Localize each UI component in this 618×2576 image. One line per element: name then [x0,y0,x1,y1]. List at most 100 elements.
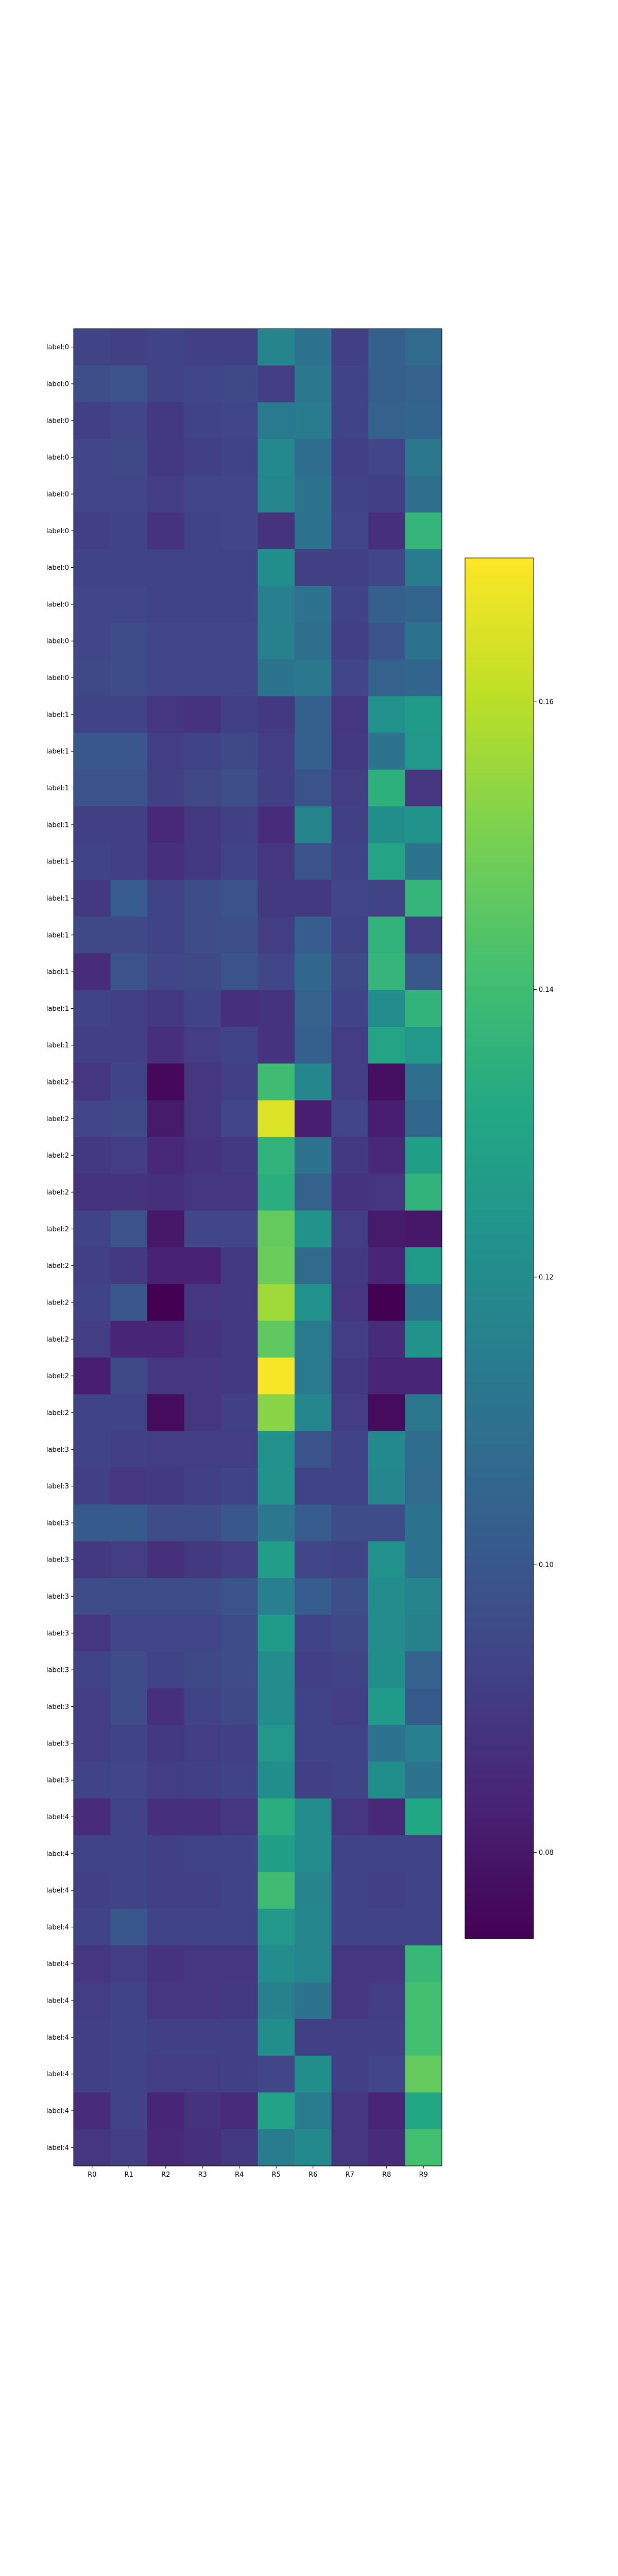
heatmap-cell [74,1394,111,1432]
heatmap-cell [110,1504,148,1542]
heatmap-cell [147,586,185,623]
heatmap-cell [184,990,221,1027]
heatmap-cell [331,1908,369,1946]
heatmap-cell [331,586,369,623]
heatmap-cell [184,1174,221,1211]
heatmap-cell [110,1615,148,1652]
y-tick-label: label:0 [46,601,69,608]
y-axis-ticks: label:0 label:0 label:0 label:0 label:0 label… [46,344,74,2152]
heatmap-cell [147,1835,185,1873]
heatmap-cell [110,1798,148,1836]
heatmap-cell [184,2129,221,2166]
heatmap-cell [147,1394,185,1432]
heatmap-cell [368,622,406,660]
heatmap-cell [110,733,148,770]
heatmap-cell [184,1394,221,1432]
heatmap-cell [331,879,369,917]
heatmap-cell [184,1725,221,1762]
heatmap-cell [221,806,259,844]
y-tick-label: label:3 [46,1740,69,1748]
heatmap-cell [184,365,221,403]
heatmap-cell [258,917,295,954]
colorbar [465,557,534,1939]
heatmap-cell [184,1210,221,1248]
heatmap-cell [368,953,406,991]
heatmap-cell [110,990,148,1027]
x-tick-label: R7 [346,2171,354,2179]
heatmap-cell [74,696,111,734]
heatmap-cell [147,549,185,586]
y-tick-label: label:1 [46,931,69,939]
heatmap-cell [368,1210,406,1248]
heatmap-cell [331,1467,369,1505]
heatmap-cell [147,2092,185,2130]
heatmap-cell [368,1431,406,1468]
heatmap-cell [405,1651,442,1689]
heatmap-cell [368,1137,406,1174]
heatmap-cell [331,1835,369,1873]
heatmap-cell [331,1651,369,1689]
heatmap-cell [110,586,148,623]
heatmap-cell [147,1284,185,1321]
heatmap-cell [221,1247,259,1284]
y-tick-label: label:4 [46,1850,69,1858]
heatmap-cell [74,1284,111,1321]
heatmap-cell [368,843,406,880]
heatmap-cell [405,512,442,550]
heatmap-cell [74,2056,111,2093]
heatmap-cell [184,476,221,513]
heatmap-cell [258,2056,295,2093]
heatmap-cell [258,586,295,623]
heatmap-cell [331,1394,369,1432]
heatmap-cell [405,1320,442,1358]
heatmap-cell [74,1320,111,1358]
heatmap-cell [110,1541,148,1579]
heatmap-cell [74,843,111,880]
heatmap-cell [110,1247,148,1284]
colorbar-tick-label: 0.16 [539,699,554,706]
heatmap-cell [74,402,111,439]
heatmap-cell [258,990,295,1027]
heatmap-cell [331,2092,369,2130]
heatmap-cell [405,1431,442,1468]
heatmap-cell [258,733,295,770]
heatmap-cell [405,1908,442,1946]
y-tick-label: label:4 [46,1887,69,1895]
heatmap-cell [74,1431,111,1468]
heatmap-cell [184,953,221,991]
heatmap-cell [184,1100,221,1138]
heatmap-cell [221,402,259,439]
heatmap-cell [331,953,369,991]
heatmap-cell [74,1541,111,1579]
heatmap-cell [295,1615,332,1652]
x-tick-label: R4 [235,2171,244,2179]
heatmap-cell [295,1835,332,1873]
heatmap-cell [221,1688,259,1725]
heatmap-cell [74,1210,111,1248]
heatmap-cell [331,1725,369,1762]
heatmap-cell [405,622,442,660]
heatmap-cell [295,2019,332,2056]
y-tick-label: label:1 [46,1042,69,1049]
heatmap-cell [331,1247,369,1284]
heatmap-cell [331,806,369,844]
heatmap-cell [184,329,221,366]
heatmap-cell [295,1982,332,2020]
heatmap-cell [295,1467,332,1505]
heatmap-cell [221,953,259,991]
heatmap-cell [258,1578,295,1615]
heatmap-cell [295,2056,332,2093]
heatmap-cell [147,1725,185,1762]
y-tick-label: label:0 [46,417,69,425]
heatmap-cell [258,953,295,991]
x-tick-label: R2 [161,2171,170,2179]
heatmap-cell [184,879,221,917]
heatmap-cell [74,806,111,844]
heatmap-cell [331,1137,369,1174]
heatmap-cell [74,2092,111,2130]
x-tick-label: R3 [198,2171,207,2179]
heatmap-cell [221,659,259,697]
heatmap-cell [405,1761,442,1799]
heatmap-cell [147,1504,185,1542]
heatmap-cell [221,917,259,954]
